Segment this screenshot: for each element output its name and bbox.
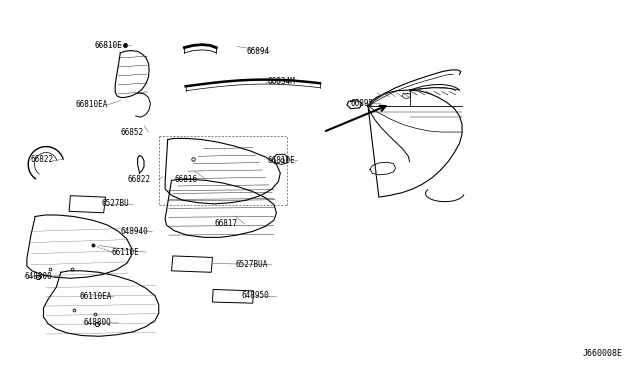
Text: 66810E: 66810E <box>95 41 122 50</box>
Text: 66894: 66894 <box>246 47 269 56</box>
Text: 64880Q: 64880Q <box>83 318 111 327</box>
Text: 66817: 66817 <box>214 219 237 228</box>
Text: 66822: 66822 <box>128 175 151 184</box>
Text: 66822: 66822 <box>31 155 54 164</box>
Text: 66816: 66816 <box>174 175 197 184</box>
Text: 66810EA: 66810EA <box>76 100 108 109</box>
Text: 66810E: 66810E <box>268 156 295 165</box>
Text: 66834M: 66834M <box>268 77 295 86</box>
Text: 6527BU: 6527BU <box>101 199 129 208</box>
Text: 648940: 648940 <box>120 227 148 236</box>
Text: 648800: 648800 <box>24 272 52 280</box>
Text: J660008E: J660008E <box>582 349 622 358</box>
Text: 66110E: 66110E <box>112 248 140 257</box>
Text: 66852: 66852 <box>120 128 143 137</box>
Text: 648950: 648950 <box>242 291 269 300</box>
Text: 66110EA: 66110EA <box>80 292 113 301</box>
Text: 6527BUA: 6527BUA <box>236 260 268 269</box>
Text: 66895: 66895 <box>351 99 374 108</box>
